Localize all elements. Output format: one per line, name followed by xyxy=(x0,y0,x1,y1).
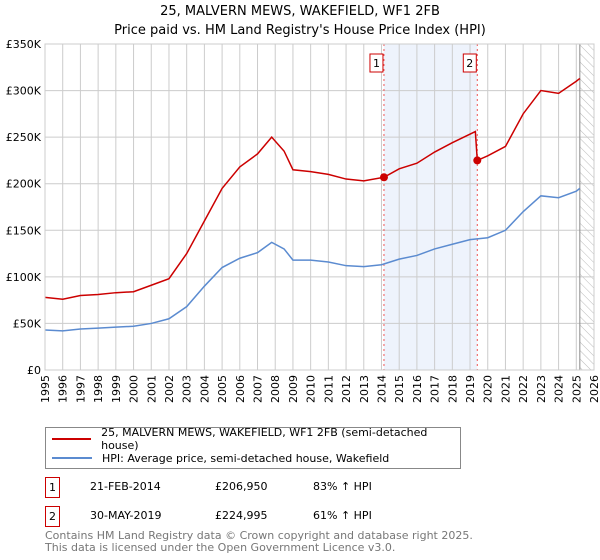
x-tick-label: 2000 xyxy=(128,375,141,403)
x-tick-label: 2007 xyxy=(252,375,265,403)
x-tick-label: 2015 xyxy=(393,375,406,403)
x-tick-label: 2026 xyxy=(588,375,600,403)
x-tick-label: 2023 xyxy=(535,375,548,403)
legend-label: 25, MALVERN MEWS, WAKEFIELD, WF1 2FB (se… xyxy=(101,426,428,452)
x-tick-label: 2025 xyxy=(570,375,583,403)
y-tick-label: £350K xyxy=(6,38,42,51)
sale-badge-box xyxy=(369,53,384,73)
blue-line-swatch xyxy=(52,457,92,459)
legend: 25, MALVERN MEWS, WAKEFIELD, WF1 2FB (se… xyxy=(45,426,461,469)
x-tick-label: 2008 xyxy=(269,375,282,403)
sale-badge: 2 xyxy=(45,506,60,527)
y-tick-label: £250K xyxy=(6,131,42,144)
sale-row: 2 30-MAY-2019 £224,995 61% ↑ HPI xyxy=(45,506,545,527)
shaded-period xyxy=(383,44,478,370)
sale-row: 1 21-FEB-2014 £206,950 83% ↑ HPI xyxy=(45,477,545,498)
x-tick-label: 2024 xyxy=(553,375,566,403)
x-tick-label: 2001 xyxy=(145,375,158,403)
sale-point xyxy=(379,173,388,182)
sale-badge-label: 2 xyxy=(466,57,473,70)
y-tick-label: £300K xyxy=(6,85,42,98)
y-tick-label: £100K xyxy=(6,271,42,284)
plot-frame xyxy=(44,43,595,371)
footer: Contains HM Land Registry data © Crown c… xyxy=(45,530,473,554)
sale-badge-label: 1 xyxy=(373,57,380,70)
x-tick-label: 2019 xyxy=(464,375,477,403)
legend-item-hpi: HPI: Average price, semi-detached house,… xyxy=(52,449,389,467)
sale-badge-box xyxy=(462,53,477,73)
x-tick-label: 1995 xyxy=(39,375,52,403)
x-tick-label: 2013 xyxy=(358,375,371,403)
x-tick-label: 2018 xyxy=(446,375,459,403)
y-tick-label: £200K xyxy=(6,178,42,191)
sale-badge: 1 xyxy=(45,477,60,498)
x-tick-label: 2016 xyxy=(411,375,424,403)
series-line xyxy=(44,187,581,332)
x-tick-label: 2002 xyxy=(163,375,176,403)
title-line: 25, MALVERN MEWS, WAKEFIELD, WF1 2FB xyxy=(160,4,440,19)
legend-label: HPI: Average price, semi-detached house,… xyxy=(102,451,390,465)
x-tick-label: 2012 xyxy=(340,375,353,403)
series-line xyxy=(44,77,581,300)
sale-price: £206,950 xyxy=(215,480,268,493)
x-tick-label: 2021 xyxy=(499,375,512,403)
x-tick-label: 2011 xyxy=(322,375,335,403)
x-tick-label: 1997 xyxy=(74,375,87,403)
x-tick-label: 2005 xyxy=(216,375,229,403)
x-tick-label: 1999 xyxy=(110,375,123,403)
red-line-swatch xyxy=(52,438,92,440)
y-tick-label: £150K xyxy=(6,224,42,237)
x-tick-label: 2017 xyxy=(429,375,442,403)
sale-point xyxy=(473,156,482,165)
sale-hpi: 61% ↑ HPI xyxy=(313,509,372,522)
x-tick-label: 1996 xyxy=(57,375,70,403)
x-tick-label: 2022 xyxy=(517,375,530,403)
sale-date: 30-MAY-2019 xyxy=(90,509,162,522)
sale-price: £224,995 xyxy=(215,509,268,522)
sale-date: 21-FEB-2014 xyxy=(90,480,161,493)
price-chart: 1995 1996 1997 1998 1999 2000 2001 2002 2003 2004… xyxy=(6,38,600,403)
sale-hpi: 83% ↑ HPI xyxy=(313,480,372,493)
subtitle-line: Price paid vs. HM Land Registry's House … xyxy=(114,23,486,38)
x-tick-label: 2004 xyxy=(198,375,211,403)
y-tick-label: £0 xyxy=(27,364,41,377)
forecast-hatch xyxy=(579,44,594,370)
x-tick-label: 2010 xyxy=(305,375,318,403)
x-tick-label: 2014 xyxy=(375,375,388,403)
x-tick-label: 2006 xyxy=(234,375,247,403)
x-tick-label: 1998 xyxy=(92,375,105,403)
chart-title: 25, MALVERN MEWS, WAKEFIELD, WF1 2FB Pri… xyxy=(0,2,600,40)
legend-item-property: 25, MALVERN MEWS, WAKEFIELD, WF1 2FB (se… xyxy=(52,426,460,452)
x-tick-label: 2020 xyxy=(482,375,495,403)
y-tick-label: £50K xyxy=(13,317,42,330)
x-tick-label: 2003 xyxy=(181,375,194,403)
copyright-text: Contains HM Land Registry data © Crown c… xyxy=(45,529,473,542)
x-tick-label: 2009 xyxy=(287,375,300,403)
licence-text: This data is licensed under the Open Gov… xyxy=(45,541,396,554)
